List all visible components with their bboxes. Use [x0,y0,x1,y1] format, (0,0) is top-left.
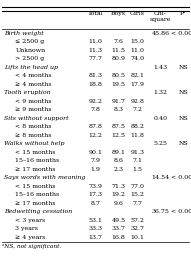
Text: 80.9: 80.9 [111,56,125,61]
Text: Girls: Girls [130,11,145,16]
Text: 91.7: 91.7 [111,99,125,104]
Text: Bedwetting cessation: Bedwetting cessation [4,209,72,214]
Text: 7.7: 7.7 [133,201,142,206]
Text: NS: NS [178,116,188,121]
Text: 92.2: 92.2 [88,99,103,104]
Text: < 8 months: < 8 months [15,124,52,129]
Text: Unknown: Unknown [15,48,45,53]
Text: 81.3: 81.3 [88,73,103,78]
Text: 92.8: 92.8 [130,99,145,104]
Text: 91.3: 91.3 [130,150,145,155]
Text: 14.54: 14.54 [151,175,170,180]
Text: 80.5: 80.5 [111,73,125,78]
Text: 7.2: 7.2 [133,107,142,112]
Text: 5.25: 5.25 [153,141,168,146]
Text: < 0.001: < 0.001 [171,209,191,214]
Text: 1.9: 1.9 [91,167,100,172]
Text: 77.7: 77.7 [88,56,103,61]
Text: NS: NS [178,141,188,146]
Text: 18.8: 18.8 [88,82,103,87]
Text: ≤ 2500 g: ≤ 2500 g [15,39,45,44]
Text: 7.8: 7.8 [91,107,100,112]
Text: 11.8: 11.8 [130,133,145,138]
Text: 77.0: 77.0 [130,184,145,189]
Text: ≥ 4 years: ≥ 4 years [15,235,46,240]
Text: 12.2: 12.2 [88,133,103,138]
Text: > 2500 g: > 2500 g [15,56,45,61]
Text: ≥ 8 months: ≥ 8 months [15,133,52,138]
Text: 7.6: 7.6 [113,39,123,44]
Text: ≥ 9 months: ≥ 9 months [15,107,52,112]
Text: 1.43: 1.43 [153,65,168,70]
Text: 11.0: 11.0 [88,39,103,44]
Text: 15–16 months: 15–16 months [15,158,60,163]
Text: < 3 years: < 3 years [15,218,45,223]
Text: 87.5: 87.5 [111,124,125,129]
Text: < 9 months: < 9 months [15,99,52,104]
Text: 82.1: 82.1 [130,73,145,78]
Text: 49.5: 49.5 [111,218,125,223]
Text: 8.3: 8.3 [113,107,123,112]
Text: 17.9: 17.9 [130,82,145,87]
Text: ≥ 4 months: ≥ 4 months [15,82,52,87]
Text: < 15 months: < 15 months [15,184,56,189]
Text: 53.1: 53.1 [88,218,103,223]
Text: 32.7: 32.7 [130,226,145,231]
Text: 3 years: 3 years [15,226,38,231]
Text: < 15 months: < 15 months [15,150,56,155]
Text: 19.5: 19.5 [111,82,125,87]
Text: Pᵃ: Pᵃ [180,11,187,16]
Text: 9.6: 9.6 [113,201,123,206]
Text: 73.9: 73.9 [88,184,103,189]
Text: 87.8: 87.8 [88,124,103,129]
Text: 36.75: 36.75 [151,209,169,214]
Text: 16.8: 16.8 [112,235,125,240]
Text: 33.3: 33.3 [88,226,103,231]
Text: 2.3: 2.3 [113,167,123,172]
Text: 0.40: 0.40 [153,116,168,121]
Text: Sits without support: Sits without support [4,116,68,121]
Text: < 0.001: < 0.001 [171,175,191,180]
Text: 7.1: 7.1 [133,158,142,163]
Text: Chi-
square: Chi- square [150,11,171,22]
Text: 33.7: 33.7 [111,226,125,231]
Text: 45.86: 45.86 [151,31,169,36]
Text: 15.0: 15.0 [130,39,145,44]
Text: 89.1: 89.1 [111,150,125,155]
Text: 88.2: 88.2 [130,124,145,129]
Text: 19.2: 19.2 [111,192,125,197]
Text: Birth weight: Birth weight [4,31,44,36]
Text: 11.5: 11.5 [111,48,125,53]
Text: 90.1: 90.1 [88,150,103,155]
Text: < 0.001: < 0.001 [171,31,191,36]
Text: 11.0: 11.0 [130,48,145,53]
Text: Lifts the head up: Lifts the head up [4,65,58,70]
Text: 1.5: 1.5 [133,167,142,172]
Text: 11.3: 11.3 [88,48,103,53]
Text: 15.2: 15.2 [130,192,145,197]
Text: Says words with meaning: Says words with meaning [4,175,85,180]
Text: Total: Total [88,11,103,16]
Text: ≥ 17 months: ≥ 17 months [15,201,56,206]
Text: 15–16 months: 15–16 months [15,192,60,197]
Text: Walks without help: Walks without help [4,141,64,146]
Text: 7.9: 7.9 [91,158,100,163]
Text: < 4 months: < 4 months [15,73,52,78]
Text: 17.3: 17.3 [88,192,103,197]
Text: 74.0: 74.0 [130,56,145,61]
Text: NS: NS [178,90,188,95]
Text: 71.3: 71.3 [111,184,125,189]
Text: 10.1: 10.1 [130,235,145,240]
Text: 1.32: 1.32 [153,90,168,95]
Text: Boys: Boys [111,11,126,16]
Text: Tooth eruption: Tooth eruption [4,90,50,95]
Text: 13.7: 13.7 [88,235,103,240]
Text: 8.6: 8.6 [113,158,123,163]
Text: 57.2: 57.2 [130,218,145,223]
Text: 8.7: 8.7 [91,201,100,206]
Text: ≥ 17 months: ≥ 17 months [15,167,56,172]
Text: ᵃNS, not significant.: ᵃNS, not significant. [2,244,61,249]
Text: NS: NS [178,65,188,70]
Text: 12.5: 12.5 [111,133,125,138]
